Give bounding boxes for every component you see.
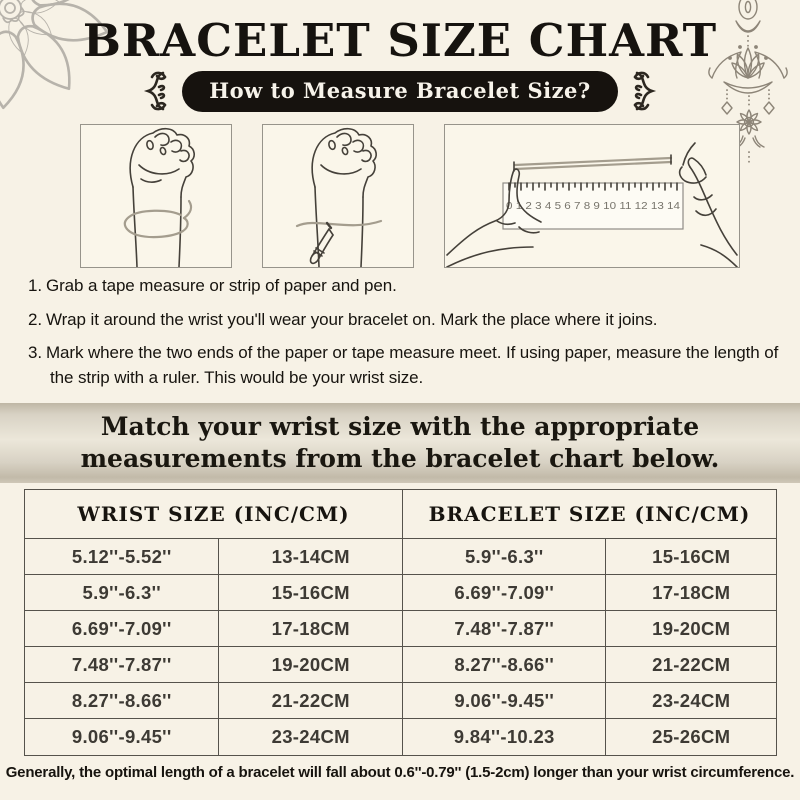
- size-cell: 21-22CM: [219, 683, 403, 719]
- header-cell-wrist-size: WRIST SIZE (INC/CM): [25, 490, 403, 539]
- size-cell: 9.06''-9.45'': [402, 683, 607, 719]
- step-3-number: 3.: [28, 343, 42, 363]
- size-cell: 5.9''-6.3'': [402, 539, 607, 575]
- size-cell: 8.27''-8.66'': [402, 647, 607, 683]
- step-1: 1. Grab a tape measure or strip of paper …: [28, 274, 784, 299]
- header-cell-bracelet-size: BRACELET SIZE (INC/CM): [402, 490, 776, 539]
- step-3: 3. Mark where the two ends of the paper o…: [28, 341, 784, 390]
- size-cell: 17-18CM: [219, 611, 403, 647]
- size-cell: 6.69''-7.09'': [25, 611, 220, 647]
- step-3-text: Mark where the two ends of the paper or …: [45, 343, 779, 387]
- illustration-mark-pen: [262, 124, 414, 268]
- banner-text: Match your wrist size with the appropria…: [80, 411, 720, 474]
- squiggle-ornament-left-icon: [144, 71, 167, 111]
- size-cell: 23-24CM: [606, 683, 776, 719]
- size-cell: 25-26CM: [652, 726, 731, 747]
- mandala-flower-ornament: [0, 0, 109, 110]
- illustration-wrap-tape: [80, 124, 232, 268]
- match-size-banner: Match your wrist size with the appropria…: [0, 403, 800, 483]
- size-cell: 19-20CM: [606, 611, 776, 647]
- size-cell: 23-24CM: [219, 719, 403, 755]
- illustration-measure-ruler: 0 1 2 3 4 5 6 7 8 9 10 11 12 13 14: [444, 124, 740, 268]
- size-cell: 13-14CM: [219, 539, 403, 575]
- step-1-text: Grab a tape measure or strip of paper an…: [45, 276, 397, 295]
- how-to-measure-badge: How to Measure Bracelet Size?: [182, 70, 618, 112]
- size-cell: 6.69''-7.09'': [402, 575, 607, 611]
- lotus-ornament: [708, 0, 788, 167]
- page-title: BRACELET SIZE CHART: [82, 14, 718, 67]
- squiggle-ornament-right-icon: [633, 71, 656, 111]
- step-2: 2. Wrap it around the wrist you'll wear y…: [28, 308, 784, 333]
- step-2-text: Wrap it around the wrist you'll wear you…: [45, 309, 658, 329]
- ruler-numbers: 0 1 2 3 4 5 6 7 8 9 10 11 12 13 14: [506, 201, 681, 212]
- step-2-number: 2.: [28, 309, 42, 329]
- size-cell: 5.12''-5.52'': [25, 539, 220, 575]
- step-1-number: 1.: [28, 276, 42, 295]
- size-cell: 21-22CM: [606, 647, 776, 683]
- size-table: WRIST SIZE (INC/CM) BRACELET SIZE (INC/C…: [24, 489, 777, 756]
- size-cell: 19-20CM: [219, 647, 403, 683]
- illustration-row: 0 1 2 3 4 5 6 7 8 9 10 11 12 13 14: [80, 124, 740, 268]
- size-cell: 7.48''-7.87'': [402, 611, 607, 647]
- size-cell: 7.48''-7.87'': [25, 647, 220, 683]
- size-cell: 5.9''-6.3'': [25, 575, 220, 611]
- badge-row: How to Measure Bracelet Size?: [0, 70, 800, 112]
- size-cell: 9.06''-9.45'': [25, 719, 220, 755]
- footer-note: Generally, the optimal length of a brace…: [5, 764, 795, 781]
- size-cell: 8.27''-8.66'': [25, 683, 220, 719]
- measure-steps: 1. Grab a tape measure or strip of paper …: [28, 274, 784, 400]
- size-cell: 17-18CM: [606, 575, 776, 611]
- size-cell: 15-16CM: [606, 539, 776, 575]
- size-cell: 9.84''-10.23: [403, 719, 607, 755]
- size-cell: 15-16CM: [219, 575, 403, 611]
